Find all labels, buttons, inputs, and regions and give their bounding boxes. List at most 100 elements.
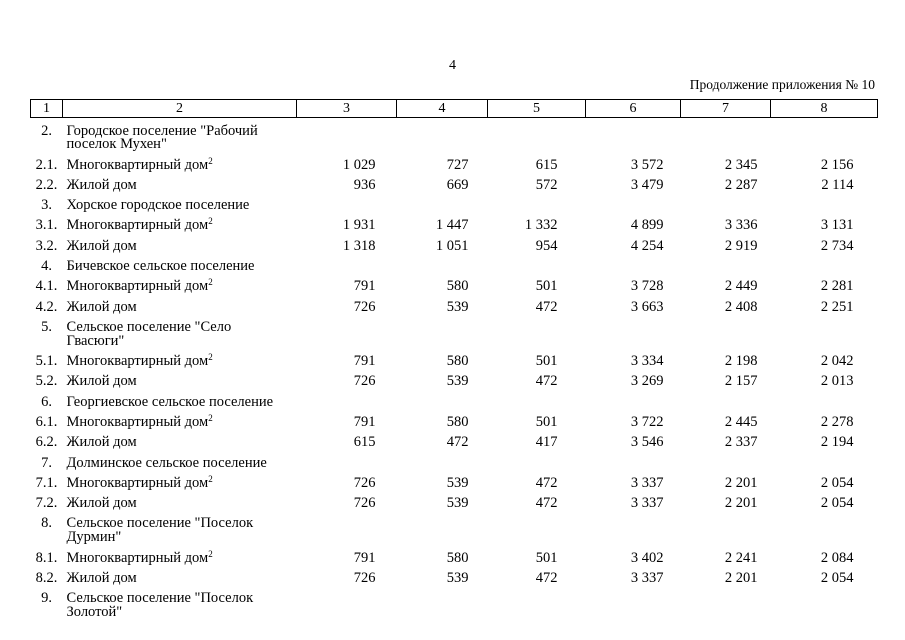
row-name-cell: Многоквартирный дом2 bbox=[63, 545, 297, 565]
value-cell: 726 bbox=[353, 474, 376, 491]
footnote-marker: 2 bbox=[208, 277, 213, 288]
value-cell: 726 bbox=[353, 298, 376, 315]
value-cell: 2 201 bbox=[724, 495, 758, 511]
row-number-cell: 8.2. bbox=[35, 569, 58, 586]
row-name-cell: Многоквартирный дом2 bbox=[63, 409, 297, 429]
row-name-text: Многоквартирный дом bbox=[66, 474, 209, 491]
row-number-cell: 7.2. bbox=[35, 495, 58, 511]
value-cell: 3 337 bbox=[630, 495, 664, 511]
row-name-cell: Жилой дом bbox=[63, 491, 297, 511]
row-name-text: Многоквартирный дом bbox=[66, 217, 209, 234]
value-cell: 726 bbox=[353, 569, 376, 586]
row-number-cell: 5.1. bbox=[35, 353, 58, 369]
value-cell bbox=[681, 389, 771, 409]
value-cell: 2 408 bbox=[724, 298, 758, 315]
row-name-text: Сельское поселение "Поселок Золотой" bbox=[66, 590, 254, 620]
table-row: 2.2. Жилой дом 936 669 572 3 479 2 287 2 114 bbox=[31, 172, 878, 193]
value-cell: 539 bbox=[446, 569, 469, 586]
value-cell bbox=[397, 450, 488, 470]
value-cell: 615 bbox=[353, 434, 376, 451]
value-cell: 580 bbox=[446, 353, 469, 369]
row-name-text: Многоквартирный дом bbox=[66, 353, 209, 369]
value-cell: 580 bbox=[446, 549, 469, 566]
value-cell: 472 bbox=[446, 434, 469, 451]
footnote-marker: 2 bbox=[208, 412, 213, 423]
value-cell: 501 bbox=[535, 549, 558, 566]
value-cell: 3 337 bbox=[630, 569, 664, 586]
value-cell: 2 054 bbox=[820, 495, 854, 511]
section-row: 6. Георгиевское сельское поселение bbox=[31, 389, 878, 409]
row-name-text: Сельское поселение "Поселок Дурмин" bbox=[66, 515, 254, 546]
value-cell: 2 287 bbox=[724, 176, 758, 193]
value-cell: 580 bbox=[446, 413, 469, 430]
row-name-text: Хорское городское поселение bbox=[66, 197, 250, 213]
row-number-cell: 5. bbox=[41, 318, 52, 335]
value-cell: 472 bbox=[535, 474, 558, 491]
value-cell bbox=[297, 314, 397, 348]
value-cell bbox=[771, 450, 878, 470]
value-cell: 791 bbox=[353, 413, 376, 430]
value-cell bbox=[297, 511, 397, 545]
value-cell bbox=[771, 511, 878, 545]
value-cell: 472 bbox=[535, 298, 558, 315]
value-cell: 727 bbox=[446, 156, 469, 173]
table-row: 6.2. Жилой дом 615 472 417 3 546 2 337 2 194 bbox=[31, 430, 878, 450]
value-cell: 2 201 bbox=[724, 569, 758, 586]
value-cell: 539 bbox=[446, 298, 469, 315]
value-cell: 669 bbox=[446, 176, 469, 193]
header-col-1: 1 bbox=[30, 99, 63, 118]
value-cell bbox=[297, 193, 397, 213]
row-name-cell: Сельское поселение "Поселок Дурмин" bbox=[63, 511, 297, 545]
table-row: 3.2. Жилой дом 1 318 1 051 954 4 254 2 919 2 73… bbox=[31, 233, 878, 253]
value-cell bbox=[488, 254, 586, 274]
row-number-cell: 6.2. bbox=[35, 434, 58, 451]
appendix-continuation-label: Продолжение приложения № 10 bbox=[689, 77, 875, 92]
value-cell bbox=[586, 450, 681, 470]
value-cell bbox=[771, 586, 878, 620]
row-number-cell: 2. bbox=[41, 122, 52, 139]
value-cell: 2 042 bbox=[820, 353, 854, 369]
row-number-cell: 9. bbox=[41, 590, 52, 607]
value-cell: 954 bbox=[535, 237, 558, 254]
value-cell: 1 318 bbox=[342, 237, 376, 254]
value-cell: 472 bbox=[535, 373, 558, 390]
value-cell: 2 734 bbox=[820, 237, 854, 254]
value-cell bbox=[681, 314, 771, 348]
header-col-6: 6 bbox=[585, 99, 681, 118]
value-cell bbox=[771, 254, 878, 274]
value-cell bbox=[397, 314, 488, 348]
value-cell bbox=[771, 389, 878, 409]
table-row: 5.1. Многоквартирный дом2 791 580 501 3 334 2 … bbox=[31, 349, 878, 369]
value-cell bbox=[771, 314, 878, 348]
value-cell bbox=[586, 586, 681, 620]
row-number-cell: 4. bbox=[41, 258, 52, 274]
value-cell: 3 663 bbox=[630, 298, 664, 315]
value-cell: 2 054 bbox=[820, 569, 854, 586]
value-cell: 791 bbox=[353, 278, 376, 295]
table-row: 8.1. Многоквартирный дом2 791 580 501 3 402 2 … bbox=[31, 545, 878, 565]
row-name-text: Городское поселение "Рабочий поселок Мух… bbox=[66, 122, 258, 153]
header-col-3: 3 bbox=[296, 99, 397, 118]
value-cell: 3 479 bbox=[630, 176, 664, 193]
value-cell: 539 bbox=[446, 474, 469, 491]
value-cell: 726 bbox=[353, 373, 376, 390]
value-cell bbox=[586, 193, 681, 213]
row-number-cell: 3.1. bbox=[35, 217, 58, 234]
header-col-4: 4 bbox=[396, 99, 488, 118]
table-body: 2. Городское поселение "Рабочий поселок М… bbox=[31, 118, 878, 620]
value-cell bbox=[297, 254, 397, 274]
value-cell bbox=[397, 586, 488, 620]
section-row: 9. Сельское поселение "Поселок Золотой" bbox=[31, 586, 878, 620]
row-name-cell: Жилой дом bbox=[63, 294, 297, 314]
value-cell bbox=[681, 193, 771, 213]
section-row: 5. Сельское поселение "Село Гвасюги" bbox=[31, 314, 878, 348]
section-row: 4. Бичевское сельское поселение bbox=[31, 254, 878, 274]
value-cell: 2 084 bbox=[820, 549, 854, 566]
row-name-cell: Жилой дом bbox=[63, 565, 297, 586]
value-cell: 3 722 bbox=[630, 413, 664, 430]
row-name-cell: Долминское сельское поселение bbox=[63, 450, 297, 470]
value-cell bbox=[681, 118, 771, 153]
value-cell: 615 bbox=[535, 156, 558, 173]
value-cell bbox=[681, 254, 771, 274]
value-cell bbox=[771, 193, 878, 213]
